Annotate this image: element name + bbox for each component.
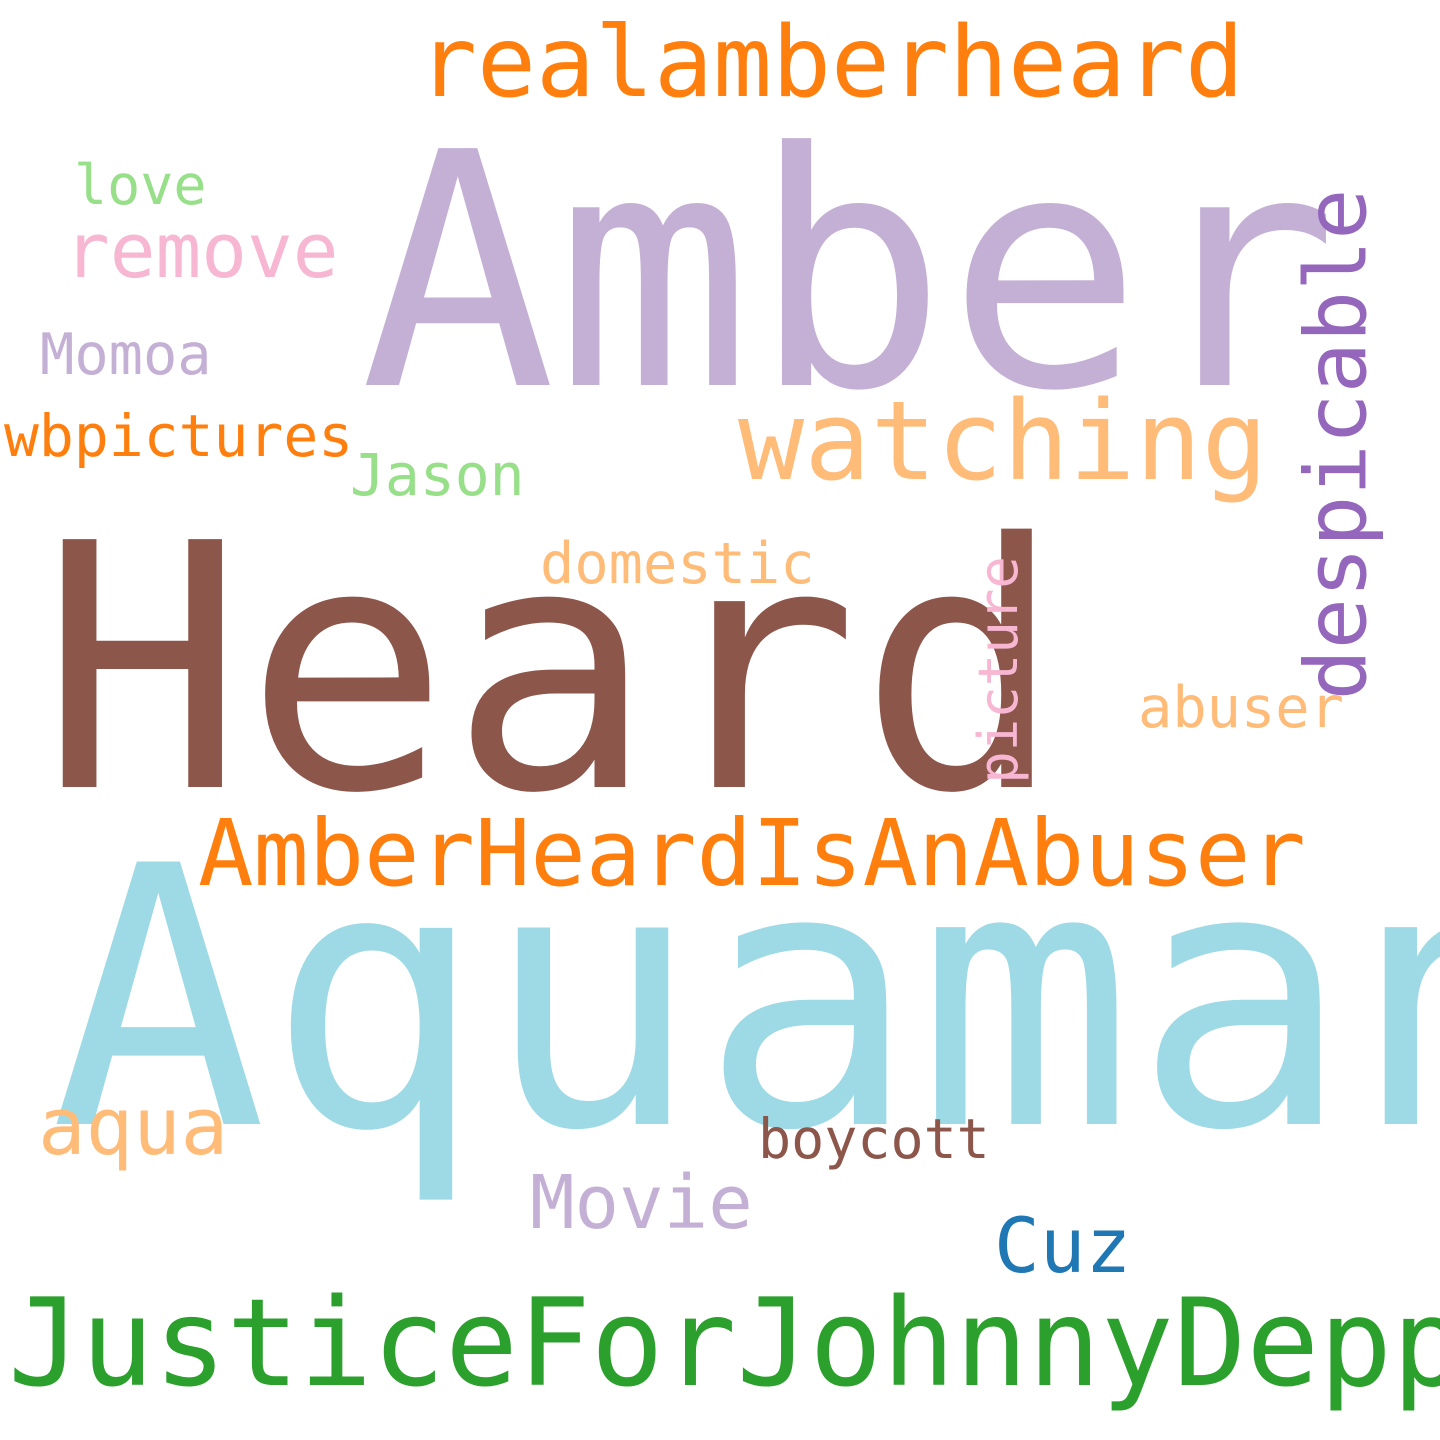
word-realamberheard: realamberheard (418, 6, 1245, 120)
word-domestic: domestic (540, 531, 815, 597)
word-wbpictures: wbpictures (4, 402, 354, 470)
word-justicefor-johnnydepp: JusticeForJohnnyDepp (8, 1273, 1440, 1414)
word-picture: picture (966, 556, 1030, 784)
word-movie: Movie (530, 1160, 753, 1246)
word-remove: remove (64, 206, 339, 295)
word-watching: watching (738, 377, 1268, 505)
word-aqua: aqua (38, 1081, 229, 1173)
word-amber: Amber (360, 83, 1339, 462)
word-heard: Heard (40, 472, 1064, 868)
word-love: love (74, 153, 207, 217)
word-aquaman: Aquaman (50, 790, 1440, 1209)
word-boycott: boycott (758, 1107, 990, 1171)
word-despicable: despicable (1287, 188, 1387, 701)
word-jason: Jason (350, 441, 525, 509)
word-cuz: Cuz (994, 1201, 1132, 1290)
word-amberheardisanabuser: AmberHeardIsAnAbuser (198, 800, 1306, 907)
word-momoa: Momoa (40, 322, 212, 388)
word-abuser: abuser (1138, 675, 1344, 741)
